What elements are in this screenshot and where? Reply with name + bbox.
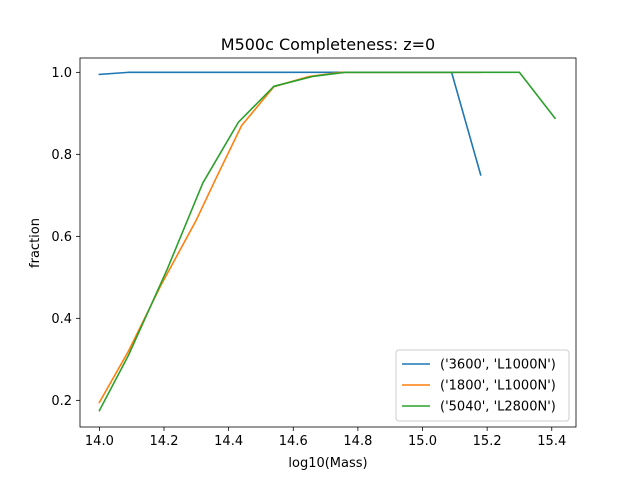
y-tick-label: 0.2 [51, 394, 72, 409]
x-tick-label: 14.8 [343, 434, 372, 449]
x-tick-label: 15.2 [473, 434, 502, 449]
y-axis-label: fraction [28, 218, 43, 268]
legend-label-2: ('1800', 'L1000N') [440, 379, 556, 394]
plot-area [98, 71, 557, 412]
y-tick-label: 1.0 [51, 66, 72, 81]
x-axis-label: log10(Mass) [288, 456, 367, 471]
chart-title: M500c Completeness: z=0 [221, 35, 435, 54]
x-tick-label: 15.0 [408, 434, 437, 449]
y-tick-label: 0.4 [51, 312, 72, 327]
x-tick-label: 14.4 [214, 434, 243, 449]
legend-box [395, 349, 570, 422]
x-tick-label: 14.6 [279, 434, 308, 449]
legend-label-1: ('3600', 'L1000N') [440, 358, 556, 373]
x-tick-label: 14.0 [85, 434, 114, 449]
x-axis: 14.0 14.2 14.4 14.6 14.8 15.0 15.2 15.4 [85, 427, 566, 449]
y-tick-label: 0.8 [51, 148, 72, 163]
axes-frame [79, 57, 577, 428]
legend: ('3600', 'L1000N') ('1800', 'L1000N') ('50… [395, 349, 570, 422]
x-tick-label: 15.4 [537, 434, 566, 449]
y-axis: 0.2 0.4 0.6 0.8 1.0 [51, 66, 80, 409]
x-tick-label: 14.2 [150, 434, 179, 449]
y-tick-label: 0.6 [51, 230, 72, 245]
series-line-3 [98, 71, 557, 412]
legend-label-3: ('5040', 'L2800N') [440, 400, 556, 415]
